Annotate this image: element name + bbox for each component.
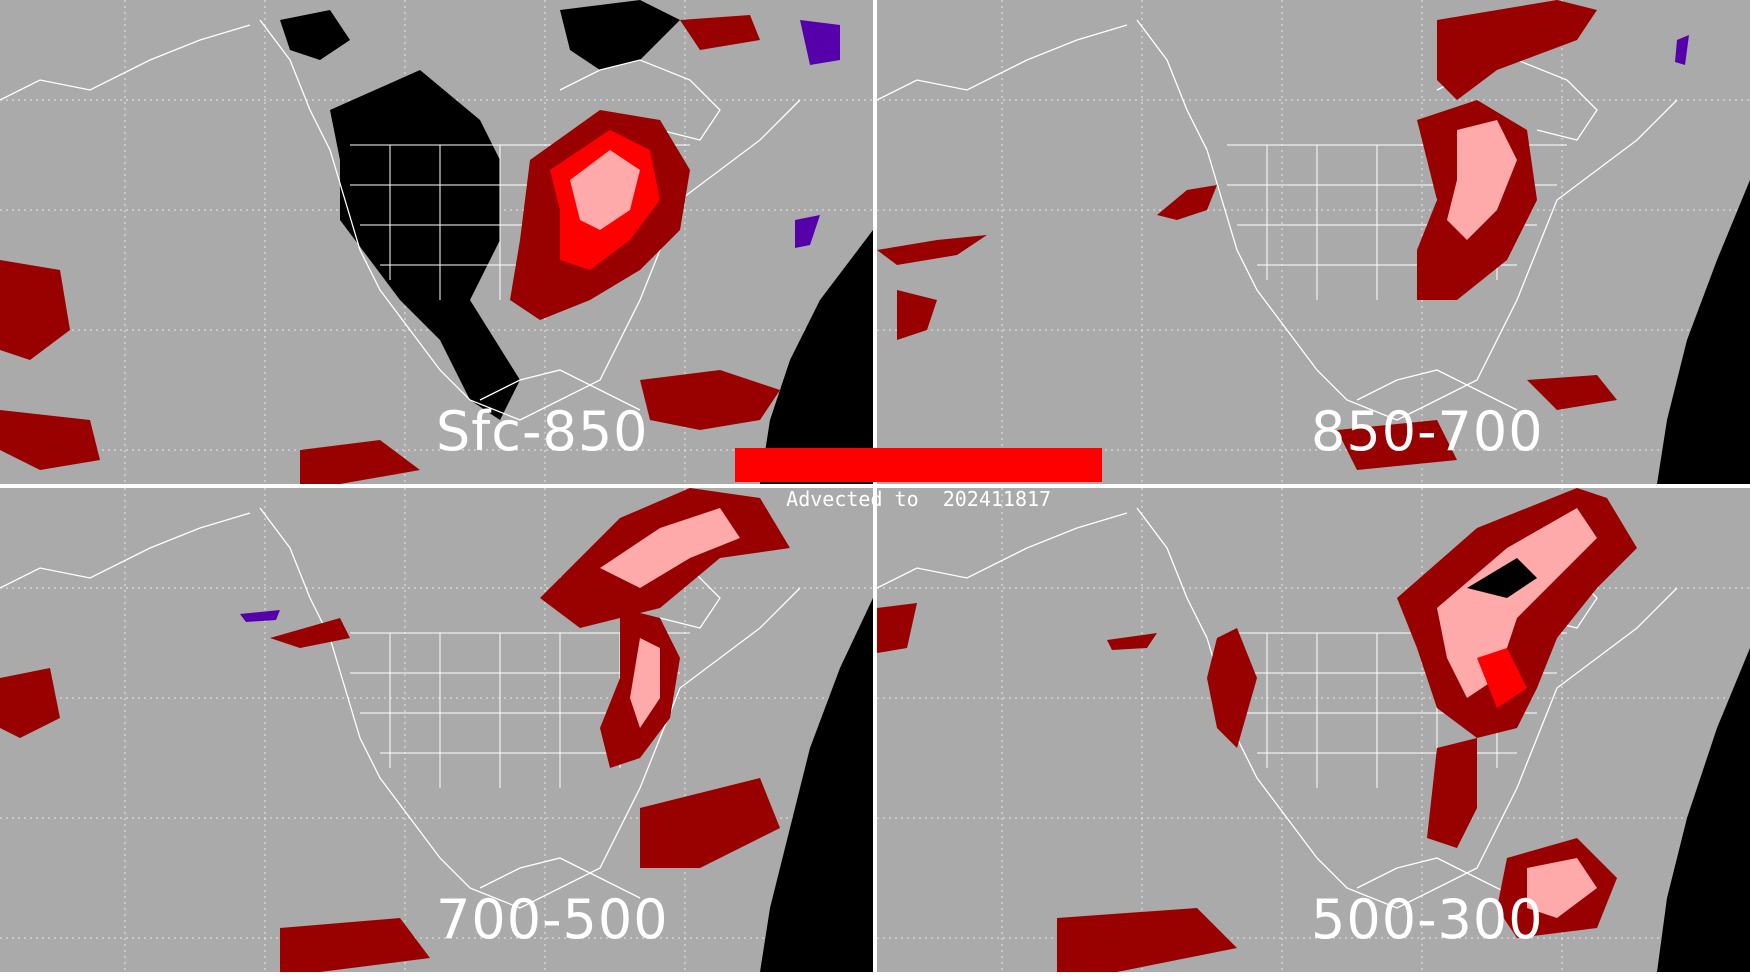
map-graphic-sfc-850 [0, 0, 873, 484]
layer-label-700-500: 700-500 [436, 888, 669, 951]
night-region [760, 230, 873, 484]
surface-black-region [330, 70, 520, 420]
moisture-features [877, 0, 1689, 470]
map-panel-sfc-850: Sfc-850 [0, 0, 873, 484]
night-region [1657, 180, 1750, 484]
moisture-features [0, 15, 840, 484]
layer-label-500-300: 500-300 [1311, 888, 1544, 951]
map-graphic-500-300 [877, 488, 1750, 972]
coastlines [877, 19, 1678, 421]
moisture-features [0, 488, 790, 972]
layer-label-850-700: 850-700 [1311, 400, 1544, 463]
map-graphic-850-700 [877, 0, 1750, 484]
map-panel-700-500: 700-500 [0, 488, 873, 972]
map-graphic-700-500 [0, 488, 873, 972]
layer-label-sfc-850: Sfc-850 [436, 400, 649, 463]
night-region [760, 598, 873, 972]
moisture-features [877, 488, 1637, 972]
map-panel-500-300: 500-300 [877, 488, 1750, 972]
advected-time-text: Advected to 202411817 [786, 487, 1052, 511]
map-panel-850-700: 850-700 [877, 0, 1750, 484]
advected-time-banner: Advected to 202411817 [735, 448, 1102, 511]
surface-black-region-alaska [280, 10, 350, 60]
surface-black-region-north [560, 0, 680, 70]
night-region [1657, 648, 1750, 972]
